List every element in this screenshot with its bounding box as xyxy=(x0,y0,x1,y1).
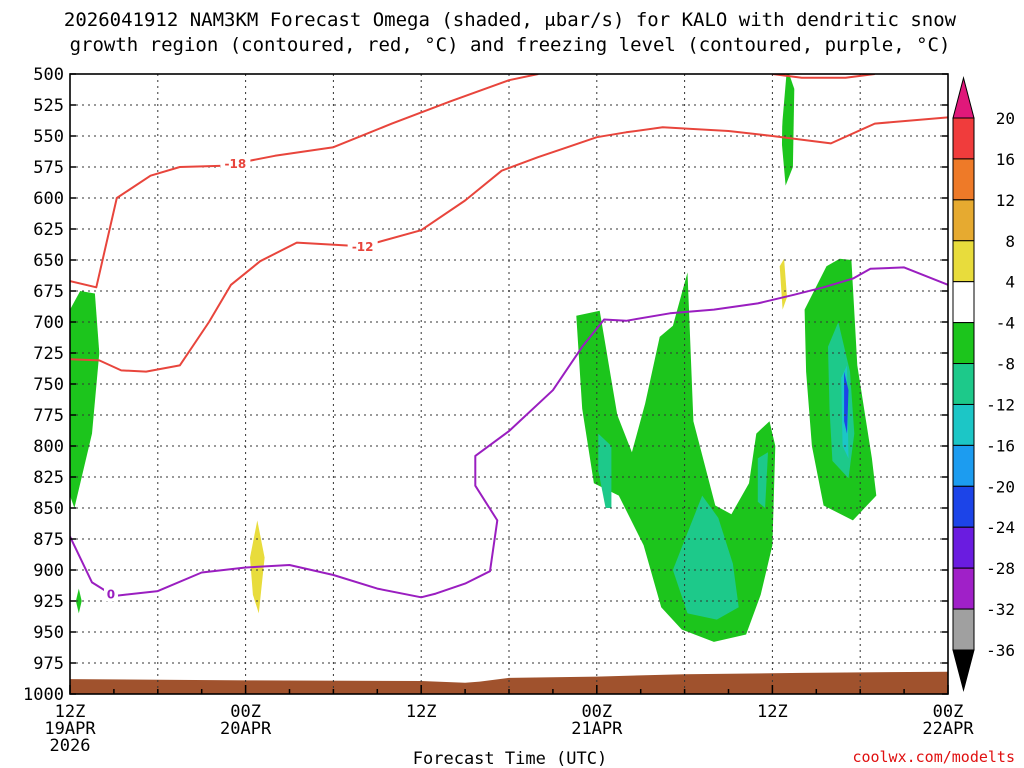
y-tick-label: 950 xyxy=(33,623,64,643)
contour-label-1: -12 xyxy=(352,240,374,254)
colorbar-label: 8 xyxy=(1005,232,1015,251)
colorbar-label: 16 xyxy=(996,150,1015,169)
x-axis-label: Forecast Time (UTC) xyxy=(413,749,607,768)
y-tick-label: 625 xyxy=(33,220,64,240)
colorbar-label: 20 xyxy=(996,109,1015,128)
colorbar-label: -36 xyxy=(986,641,1015,660)
colorbar-swatch-11 xyxy=(952,567,975,610)
contour-label-3: 0 xyxy=(107,588,115,602)
colorbar-label: -24 xyxy=(986,518,1015,537)
colorbar-swatch-2 xyxy=(952,199,975,242)
y-axis: 500 525 550 575 600 625 650 675 700 725 750 775 800 8… xyxy=(23,65,948,705)
y-tick-label: 600 xyxy=(33,189,64,209)
colorbar: 20 16 12 8 4 -4 -8 -12 -16 -20 -24 -28 -32 -36 xyxy=(952,76,1015,692)
y-tick-label: 750 xyxy=(33,375,64,395)
x-tick-label: 2026 xyxy=(50,736,91,756)
x-tick-label: 00Z xyxy=(230,702,261,722)
colorbar-swatch-4 xyxy=(952,281,975,324)
colorbar-label: -32 xyxy=(986,600,1015,619)
chart-title-line1: 2026041912 NAM3KM Forecast Omega (shaded… xyxy=(64,9,957,31)
chart-title-line2: growth region (contoured, red, °C) and f… xyxy=(70,34,951,56)
y-tick-label: 800 xyxy=(33,437,64,457)
x-tick-label: 00Z xyxy=(581,702,612,722)
colorbar-swatch-10 xyxy=(952,526,975,569)
colorbar-top-arrow xyxy=(952,76,975,119)
colorbar-label: -20 xyxy=(986,477,1015,496)
omega-region-3 xyxy=(96,514,103,552)
y-tick-label: 975 xyxy=(33,654,64,674)
omega-region-19 xyxy=(844,371,849,434)
contour-label-bg-3 xyxy=(103,586,118,602)
y-tick-label: 925 xyxy=(33,592,64,612)
x-tick-label: 22APR xyxy=(922,719,974,739)
contour-label-bg-1 xyxy=(347,238,378,254)
y-tick-label: 725 xyxy=(33,344,64,364)
omega-region-13 xyxy=(781,74,795,186)
contour-line-1 xyxy=(70,116,948,373)
colorbar-swatch-9 xyxy=(952,485,975,528)
y-tick-label: 650 xyxy=(33,251,64,271)
y-tick-label: 875 xyxy=(33,530,64,550)
y-tick-label: 675 xyxy=(33,282,64,302)
x-tick-label: 12Z xyxy=(406,702,437,722)
y-tick-label: 1000 xyxy=(23,685,64,705)
colorbar-swatch-6 xyxy=(952,363,975,405)
omega-region-4 xyxy=(140,418,167,614)
y-tick-label: 550 xyxy=(33,127,64,147)
y-tick-label: 700 xyxy=(33,313,64,333)
y-tick-label: 900 xyxy=(33,561,64,581)
omega-region-8 xyxy=(513,344,527,471)
colorbar-swatch-8 xyxy=(952,444,975,487)
contour-label-bg-0 xyxy=(220,155,251,171)
colorbar-label: -28 xyxy=(986,559,1015,578)
colorbar-swatch-1 xyxy=(952,158,975,201)
colorbar-swatch-7 xyxy=(952,403,975,446)
contour-labels: -18 -12 0 xyxy=(103,155,378,602)
colorbar-swatch-5 xyxy=(952,322,975,365)
contour-line-3 xyxy=(70,266,948,599)
omega-shading xyxy=(70,74,877,657)
ground-layer xyxy=(70,671,948,694)
contour-line-2 xyxy=(772,74,875,79)
colorbar-label: 4 xyxy=(1005,273,1015,292)
omega-region-10 xyxy=(598,433,612,508)
ground-surface xyxy=(70,671,948,694)
x-tick-label: 20APR xyxy=(220,719,272,739)
colorbar-swatch-3 xyxy=(952,240,975,283)
credit-text: coolwx.com/modelts xyxy=(852,748,1015,766)
colorbar-label: -4 xyxy=(996,314,1015,333)
y-tick-label: 850 xyxy=(33,499,64,519)
colorbar-bottom-arrow xyxy=(952,649,975,692)
contour-line-0 xyxy=(70,74,539,289)
y-tick-label: 775 xyxy=(33,406,64,426)
x-tick-label: 12Z xyxy=(757,702,788,722)
omega-region-5 xyxy=(184,336,226,589)
omega-region-1 xyxy=(70,291,100,508)
y-tick-label: 525 xyxy=(33,96,64,116)
y-tick-label: 500 xyxy=(33,65,64,85)
x-tick-label: 12Z xyxy=(55,702,86,722)
x-tick-label: 19APR xyxy=(44,719,96,739)
y-tick-label: 575 xyxy=(33,158,64,178)
colorbar-label: 12 xyxy=(996,191,1015,210)
contour-label-0: -18 xyxy=(225,157,247,171)
colorbar-label: -8 xyxy=(996,355,1015,374)
omega-region-12 xyxy=(757,452,768,508)
colorbar-label: -16 xyxy=(986,436,1015,455)
x-tick-label: 00Z xyxy=(933,702,964,722)
x-tick-label: 21APR xyxy=(571,719,623,739)
colorbar-swatch-0 xyxy=(952,117,975,160)
colorbar-label: -12 xyxy=(986,395,1015,414)
omega-region-20 xyxy=(870,541,875,589)
omega-region-2 xyxy=(75,588,82,614)
colorbar-swatch-12 xyxy=(952,608,975,651)
y-tick-label: 825 xyxy=(33,468,64,488)
omega-region-11 xyxy=(672,495,739,620)
